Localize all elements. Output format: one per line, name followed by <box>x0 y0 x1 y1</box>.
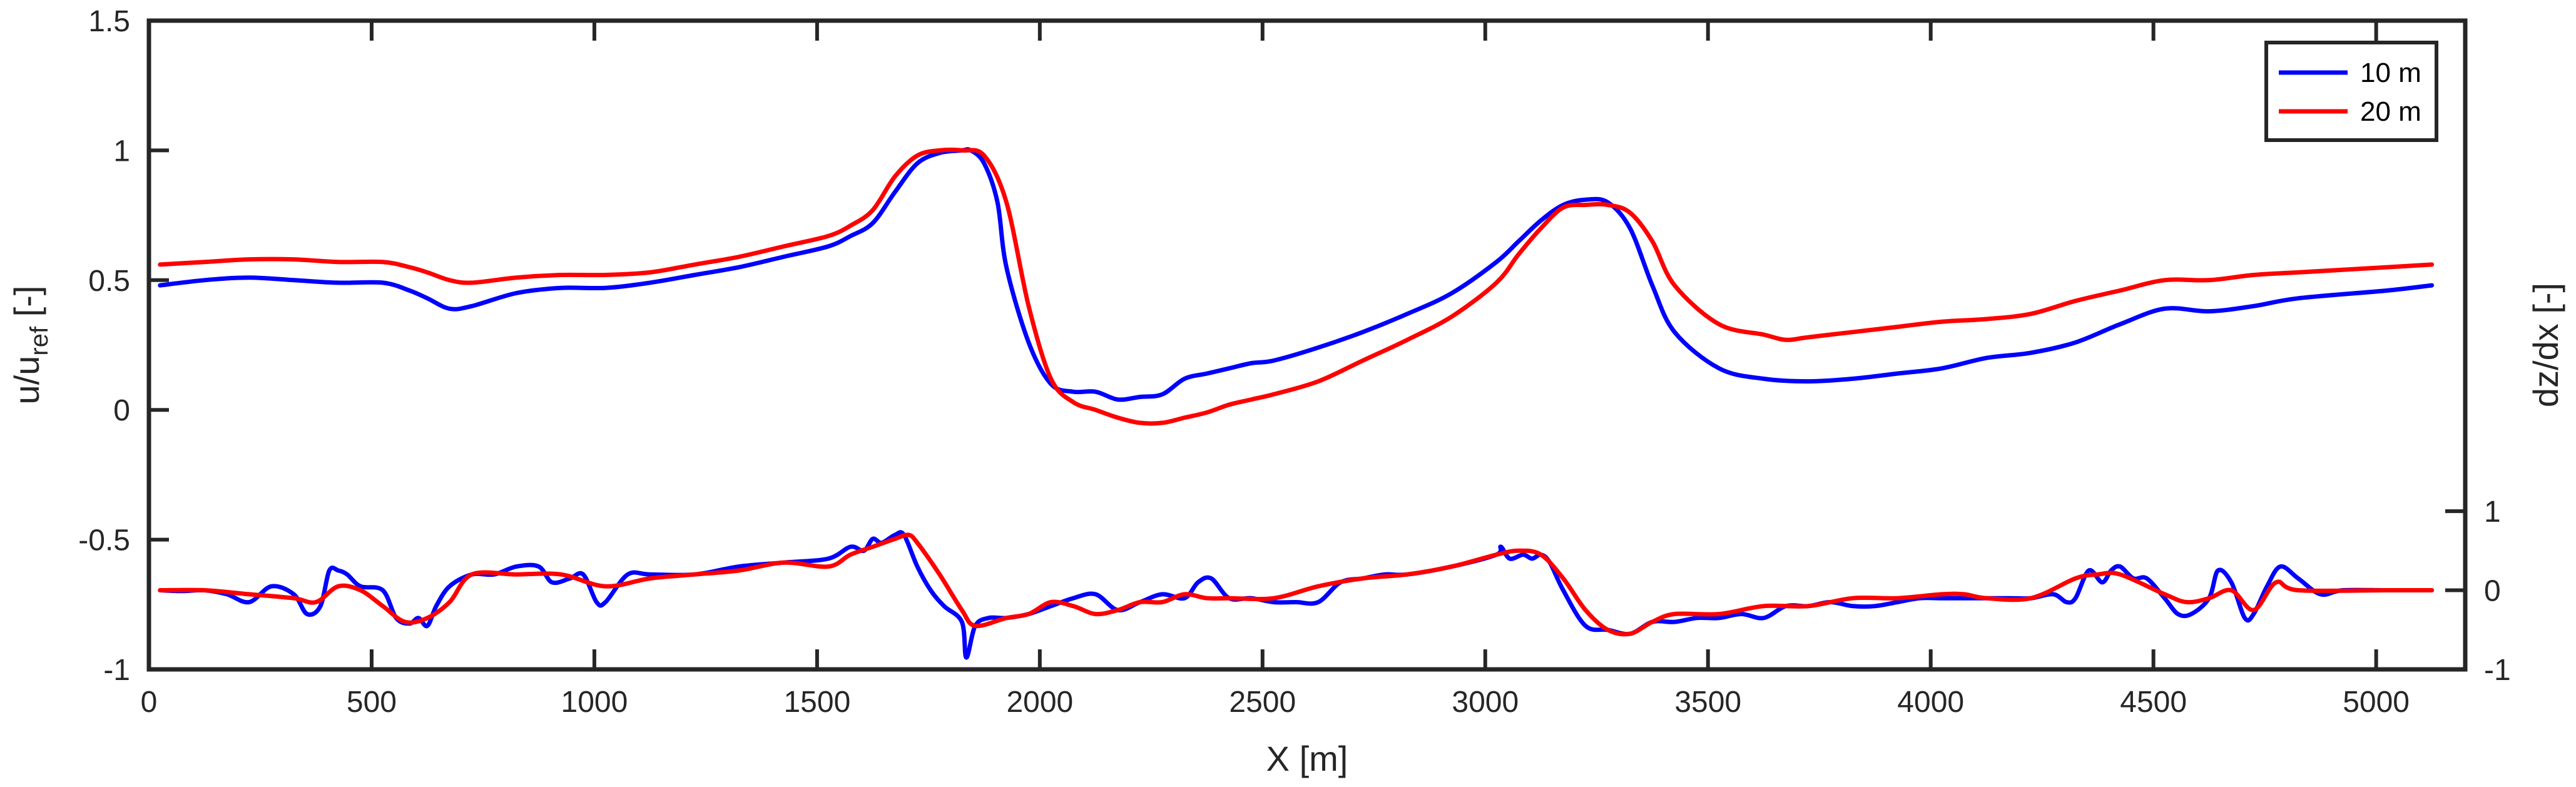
series-line-right-20m <box>158 532 2435 637</box>
y-axis-left-label: u/uref [-] <box>7 286 53 405</box>
y-left-tick-label: -0.5 <box>78 524 130 557</box>
y-right-tick-label: 0 <box>2484 575 2501 608</box>
x-tick-label: 0 <box>141 686 158 719</box>
y-left-tick-label: 0 <box>113 394 130 427</box>
x-axis-label: X [m] <box>1266 739 1348 778</box>
y-axis-left-label-unit: [-] <box>7 286 46 327</box>
y-left-tick-label: 1 <box>113 135 130 168</box>
y-right-tick-label: 1 <box>2484 495 2501 529</box>
x-tick-label: 500 <box>347 686 397 719</box>
series-line-left-10m <box>158 147 2435 402</box>
axis-ticks: 0 500 1000 1500 2000 2500 3000 3500 4000 4500 5000… <box>78 5 2510 719</box>
y-right-tick-label: -1 <box>2484 654 2511 687</box>
y-axis-left-label-main: u/u <box>7 356 46 405</box>
x-tick-label: 1500 <box>783 686 850 719</box>
legend: 10 m 20 m <box>2264 41 2438 142</box>
x-tick-label: 1000 <box>561 686 628 719</box>
legend-label: 10 m <box>2360 58 2421 88</box>
x-tick-label: 3500 <box>1674 686 1741 719</box>
y-left-tick-label: 1.5 <box>88 5 130 38</box>
plot-frame <box>146 18 2468 672</box>
legend-box <box>2264 41 2438 142</box>
x-tick-label: 4500 <box>2120 686 2187 719</box>
x-tick-label: 4000 <box>1897 686 1964 719</box>
y-left-tick-label: 0.5 <box>88 265 130 298</box>
y-axis-right-label: dz/dx [-] <box>2526 283 2565 407</box>
y-left-tick-label: -1 <box>103 654 130 687</box>
x-tick-label: 3000 <box>1452 686 1519 719</box>
y-axis-left-label-sub: ref <box>26 326 53 356</box>
legend-label: 20 m <box>2360 96 2421 127</box>
x-tick-label: 2000 <box>1006 686 1073 719</box>
plot-marks <box>158 147 2435 660</box>
series-line-left-20m <box>158 147 2435 426</box>
x-tick-label: 2500 <box>1229 686 1296 719</box>
x-tick-label: 5000 <box>2343 686 2410 719</box>
